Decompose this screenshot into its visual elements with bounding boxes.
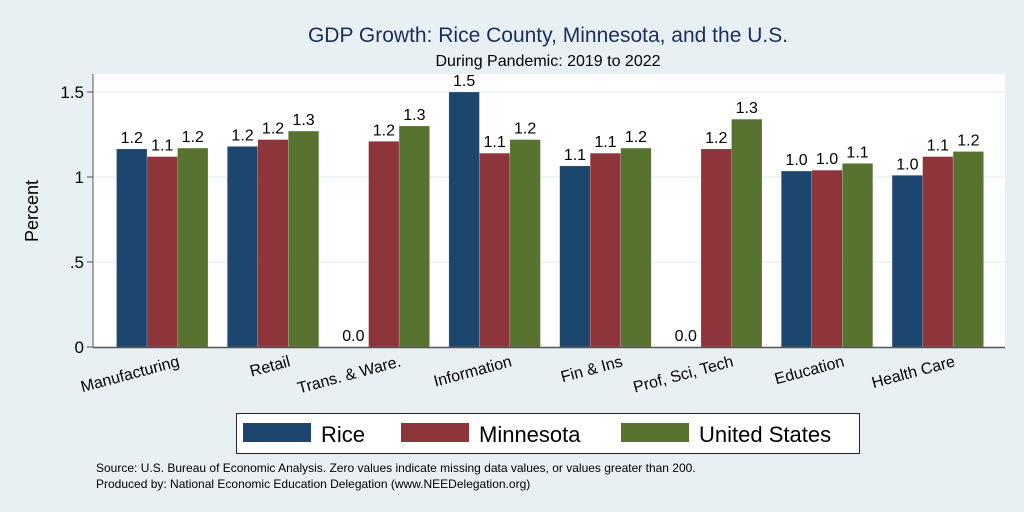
x-tick-label: Health Care bbox=[870, 353, 957, 392]
y-tick-label: .5 bbox=[70, 253, 84, 272]
legend-box bbox=[236, 413, 860, 454]
bar-value-label: 1.2 bbox=[231, 127, 253, 144]
bar-value-label: 0.0 bbox=[342, 328, 364, 345]
bar bbox=[479, 152, 511, 348]
bar-value-label: 1.1 bbox=[151, 138, 173, 155]
bar bbox=[448, 91, 480, 348]
bar-value-label: 1.1 bbox=[564, 147, 586, 164]
legend-label: Minnesota bbox=[479, 422, 581, 447]
bar-value-label: 1.2 bbox=[705, 130, 727, 147]
source-note: Source: U.S. Bureau of Economic Analysis… bbox=[96, 461, 696, 475]
bar bbox=[509, 139, 541, 348]
x-tick-label: Fin & Ins bbox=[559, 353, 624, 386]
y-tick-label: 1.5 bbox=[60, 83, 84, 102]
bar-value-label: 1.2 bbox=[121, 130, 143, 147]
bar-value-label: 1.2 bbox=[262, 121, 284, 138]
bar bbox=[559, 165, 591, 348]
x-tick-label: Prof, Sci, Tech bbox=[632, 353, 736, 396]
bar bbox=[922, 156, 954, 348]
legend-swatch bbox=[401, 423, 469, 442]
bar-value-label: 1.2 bbox=[625, 129, 647, 146]
y-tick-label: 0 bbox=[75, 338, 84, 357]
bar-value-label: 1.1 bbox=[927, 138, 949, 155]
x-tick-label: Education bbox=[773, 353, 846, 388]
bar bbox=[257, 139, 289, 348]
bar-value-label: 1.2 bbox=[514, 121, 536, 138]
bar-value-label: 1.1 bbox=[484, 134, 506, 151]
bar bbox=[700, 148, 732, 348]
legend: Rice Minnesota United States bbox=[236, 413, 860, 454]
bar bbox=[731, 118, 763, 348]
legend-label: Rice bbox=[321, 422, 365, 447]
x-tick-label: Manufacturing bbox=[79, 353, 181, 396]
bar bbox=[146, 156, 178, 348]
bar-value-label: 0.0 bbox=[675, 328, 697, 345]
legend-label: United States bbox=[699, 422, 831, 447]
bar-value-label: 1.5 bbox=[453, 73, 475, 90]
x-tick-label: Information bbox=[432, 353, 514, 390]
bar-value-label: 1.1 bbox=[846, 144, 868, 161]
bar-value-label: 1.0 bbox=[816, 151, 838, 168]
chart-subtitle: During Pandemic: 2019 to 2022 bbox=[435, 53, 660, 70]
bar bbox=[177, 147, 209, 348]
x-tick-label: Retail bbox=[248, 353, 292, 380]
chart-title: GDP Growth: Rice County, Minnesota, and … bbox=[308, 24, 788, 47]
bar bbox=[781, 170, 813, 348]
bar bbox=[891, 175, 923, 348]
bar bbox=[842, 163, 874, 348]
bar bbox=[398, 125, 430, 348]
legend-swatch bbox=[621, 423, 689, 442]
bar bbox=[288, 130, 320, 348]
bar-value-label: 1.3 bbox=[736, 100, 758, 117]
bar-value-label: 1.1 bbox=[594, 134, 616, 151]
bar bbox=[620, 147, 652, 348]
bar bbox=[811, 169, 843, 348]
bar-value-label: 1.0 bbox=[785, 152, 807, 169]
x-tick-label: Trans. & Ware. bbox=[296, 353, 403, 397]
bar bbox=[952, 151, 984, 348]
bar bbox=[227, 146, 259, 348]
bar-value-label: 1.3 bbox=[403, 107, 425, 124]
bar bbox=[368, 141, 400, 348]
y-tick-label: 1 bbox=[75, 168, 84, 187]
produced-by-note: Produced by: National Economic Education… bbox=[96, 477, 530, 491]
bar-value-label: 1.2 bbox=[182, 129, 204, 146]
bar-value-label: 1.0 bbox=[896, 156, 918, 173]
legend-swatch bbox=[243, 423, 311, 442]
y-axis-label: Percent bbox=[22, 180, 42, 242]
bar-value-label: 1.2 bbox=[957, 133, 979, 150]
bar-value-label: 1.3 bbox=[292, 112, 314, 129]
bar-value-label: 1.2 bbox=[373, 122, 395, 139]
bar bbox=[116, 148, 148, 348]
bar bbox=[589, 152, 621, 348]
